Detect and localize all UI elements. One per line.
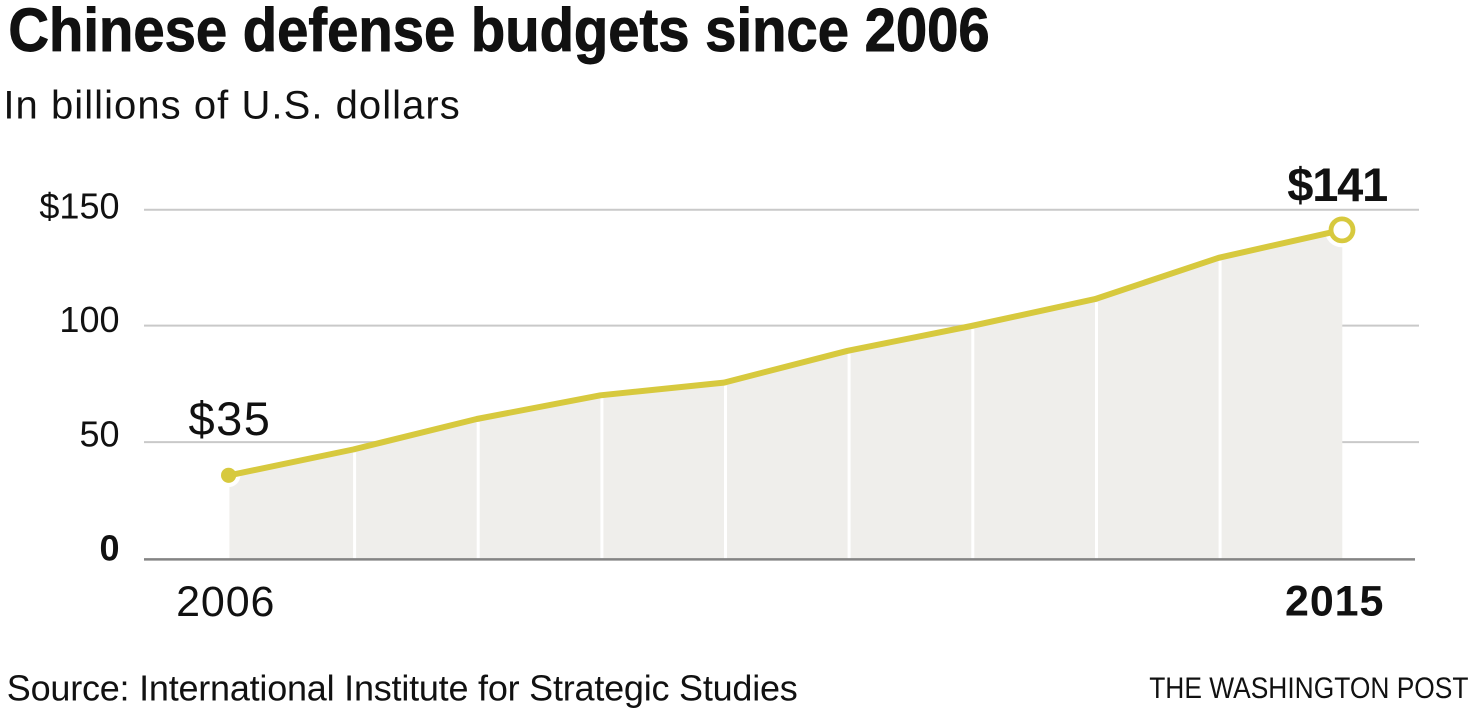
svg-text:THE WASHINGTON POST: THE WASHINGTON POST (1149, 672, 1468, 705)
svg-text:$141: $141 (1287, 158, 1387, 211)
svg-text:2015: 2015 (1285, 577, 1384, 625)
svg-text:100: 100 (59, 299, 119, 340)
svg-text:0: 0 (99, 527, 119, 568)
svg-text:$35: $35 (189, 392, 272, 445)
svg-text:Source: International Institut: Source: International Institute for Stra… (7, 667, 798, 708)
svg-text:50: 50 (79, 413, 119, 454)
svg-text:2006: 2006 (176, 578, 275, 626)
svg-text:$150: $150 (39, 185, 119, 226)
svg-text:Chinese defense budgets since: Chinese defense budgets since 2006 (8, 0, 989, 64)
svg-text:In billions of U.S. dollars: In billions of U.S. dollars (3, 84, 460, 128)
